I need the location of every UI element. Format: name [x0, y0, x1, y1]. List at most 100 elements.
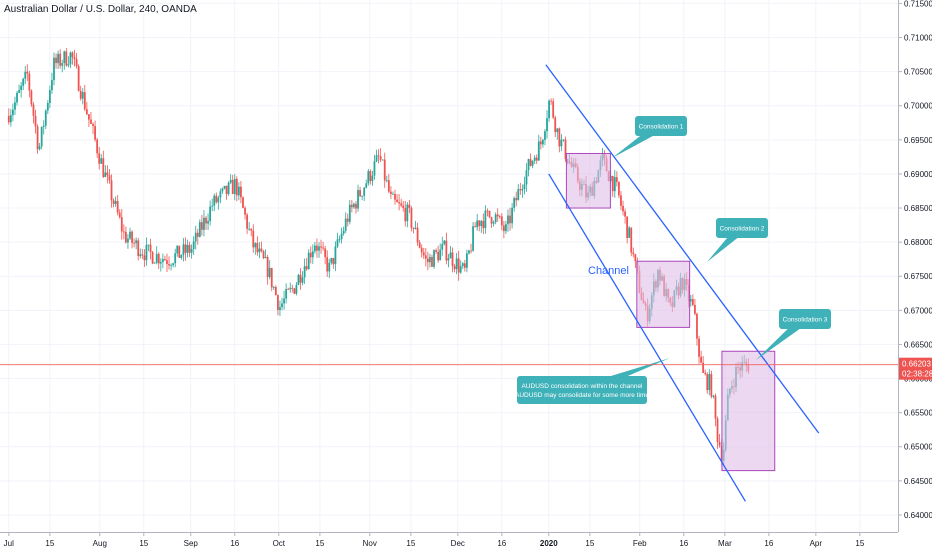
candle-body: [624, 211, 626, 217]
candle-body: [244, 207, 246, 215]
candle-body: [523, 184, 526, 189]
candle-body: [256, 243, 259, 253]
candle-body: [496, 214, 499, 217]
candle-body: [55, 57, 57, 64]
candle-body: [408, 204, 411, 209]
consolidation-box-2: [636, 260, 691, 328]
channel-lower-line: [548, 173, 746, 502]
candle-body: [698, 338, 700, 357]
candle: [435, 248, 437, 255]
candle-body: [283, 298, 285, 304]
candle: [112, 198, 115, 208]
candle: [16, 90, 18, 106]
candle: [459, 260, 462, 274]
candle: [381, 159, 384, 161]
candle-body: [180, 255, 183, 258]
candle: [316, 238, 318, 258]
candle: [227, 181, 230, 196]
candle: [30, 89, 33, 107]
candle: [714, 393, 717, 427]
candle-body: [151, 252, 154, 264]
candle-body: [299, 274, 302, 283]
candle-body: [252, 230, 255, 248]
candle: [472, 221, 474, 252]
candle: [88, 114, 90, 128]
candle-body: [172, 263, 175, 266]
candle-body: [141, 254, 144, 256]
callout-box: [779, 309, 831, 329]
price-tick-label: 0.71000: [904, 34, 932, 43]
candle: [379, 148, 382, 163]
time-tick-label: 15: [585, 539, 594, 548]
candle-body: [182, 244, 185, 256]
candle-body: [537, 141, 540, 161]
candle-body: [498, 216, 501, 218]
candle-body: [330, 258, 333, 263]
candle-body: [389, 191, 392, 195]
candle-body: [9, 115, 12, 123]
candle-body: [486, 210, 489, 212]
candle-body: [357, 190, 359, 209]
candle-body: [266, 257, 269, 278]
candle-body: [122, 231, 125, 233]
candle-body: [461, 263, 464, 267]
candle-body: [326, 257, 329, 272]
candle-body: [24, 71, 27, 79]
time-tick-label: Dec: [451, 539, 465, 548]
candle: [716, 416, 719, 449]
candle-body: [178, 245, 181, 258]
candle-body: [114, 201, 117, 204]
candle-body: [250, 228, 253, 231]
candle-body: [12, 109, 14, 116]
candle: [375, 149, 378, 163]
candle: [36, 124, 39, 154]
candle-body: [32, 104, 35, 116]
candle-body: [350, 204, 353, 208]
candle-body: [412, 227, 415, 229]
candle-body: [398, 202, 401, 204]
candle: [420, 244, 423, 258]
candle-body: [431, 257, 433, 267]
candle: [114, 196, 117, 207]
candle-body: [7, 115, 10, 123]
candle: [291, 284, 294, 293]
candle-body: [560, 139, 563, 147]
candle: [301, 271, 304, 286]
candle: [404, 200, 407, 227]
candle: [630, 227, 633, 257]
candle-body: [562, 139, 565, 141]
candle: [328, 259, 331, 278]
candle-body: [359, 190, 361, 197]
candle: [359, 186, 361, 198]
candle: [67, 56, 70, 68]
candle-body: [305, 266, 308, 270]
candle-body: [16, 92, 18, 103]
callout-2: Consolidation 2: [707, 218, 768, 262]
candle: [48, 85, 51, 109]
candle-body: [340, 233, 343, 240]
candle-body: [422, 252, 425, 256]
time-axis: Jul 15 Aug 15 Sep 16 Oct 15 Nov 15 Dec 16 2020 15 Feb 1…: [0, 532, 932, 550]
time-tick-label: Nov: [363, 539, 377, 548]
candle: [242, 196, 244, 209]
candle: [318, 242, 320, 258]
candle: [170, 263, 172, 271]
candle: [305, 258, 308, 271]
candle-body: [63, 51, 66, 64]
candle-body: [203, 217, 205, 230]
candle-body: [59, 53, 62, 66]
candle: [217, 195, 220, 210]
candle: [26, 64, 29, 81]
candle: [365, 179, 368, 189]
time-tick-label: 15: [855, 539, 864, 548]
candle: [299, 268, 302, 290]
candle-body: [507, 215, 509, 225]
candle: [34, 109, 37, 134]
candle-body: [196, 232, 199, 237]
candle: [689, 294, 692, 307]
candle-body: [332, 258, 335, 265]
candle: [203, 209, 205, 237]
candle: [457, 250, 460, 281]
